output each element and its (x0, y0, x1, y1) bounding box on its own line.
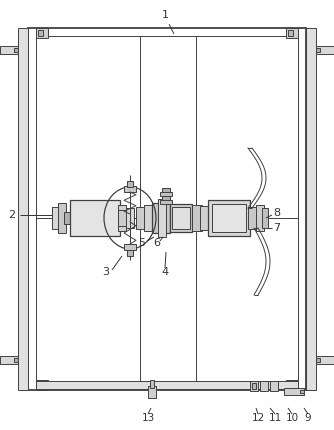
Bar (124, 186, 136, 192)
Bar (158, 199, 166, 237)
Bar (260, 381, 268, 391)
Bar (162, 188, 170, 204)
Bar (127, 181, 133, 187)
Bar (316, 358, 320, 362)
Bar (250, 381, 258, 391)
Bar (316, 48, 320, 52)
Bar (127, 250, 133, 256)
Text: 11: 11 (269, 413, 282, 423)
Bar (160, 200, 172, 204)
Bar (14, 358, 18, 362)
Text: 1: 1 (162, 10, 168, 20)
Bar (248, 207, 258, 229)
Bar (306, 28, 316, 390)
Bar (192, 205, 202, 231)
Bar (36, 28, 48, 38)
Bar (288, 30, 293, 36)
Bar (212, 204, 246, 232)
Bar (270, 381, 278, 391)
Bar (252, 383, 256, 389)
Text: 4: 4 (161, 267, 169, 277)
Bar (118, 210, 128, 226)
Bar (262, 208, 268, 228)
Text: 8: 8 (274, 208, 281, 218)
Bar (52, 207, 66, 229)
Bar (64, 212, 70, 224)
Bar (170, 204, 192, 232)
Bar (284, 388, 304, 395)
Bar (0, 46, 18, 54)
Bar (136, 207, 146, 229)
Bar (300, 390, 304, 393)
Bar (286, 380, 298, 390)
Text: 3: 3 (103, 267, 110, 277)
Text: 5: 5 (139, 238, 146, 248)
Bar (208, 200, 250, 236)
Bar (118, 205, 126, 231)
Bar (18, 28, 28, 390)
Bar (316, 46, 334, 54)
Text: 13: 13 (141, 413, 155, 423)
Bar (256, 205, 264, 231)
Bar (150, 380, 154, 388)
Bar (38, 382, 43, 388)
Bar (172, 207, 190, 229)
Bar (144, 205, 152, 231)
Text: 10: 10 (286, 413, 299, 423)
Bar (14, 48, 18, 52)
Bar (316, 356, 334, 364)
Bar (148, 386, 156, 398)
Bar (160, 192, 172, 196)
Bar (152, 203, 170, 233)
Bar (38, 30, 43, 36)
Bar (0, 356, 18, 364)
Bar (288, 382, 293, 388)
Bar (124, 244, 136, 250)
Text: 2: 2 (8, 210, 16, 220)
Bar (58, 203, 66, 233)
Text: 7: 7 (274, 223, 281, 233)
Text: 12: 12 (252, 413, 265, 423)
Bar (286, 28, 298, 38)
Text: 6: 6 (154, 238, 161, 248)
Bar (28, 28, 306, 390)
Bar (36, 380, 48, 390)
Bar (36, 381, 298, 389)
Bar (200, 206, 208, 230)
Bar (126, 208, 134, 228)
Bar (70, 200, 120, 236)
Text: 9: 9 (305, 413, 311, 423)
Bar (36, 36, 298, 382)
